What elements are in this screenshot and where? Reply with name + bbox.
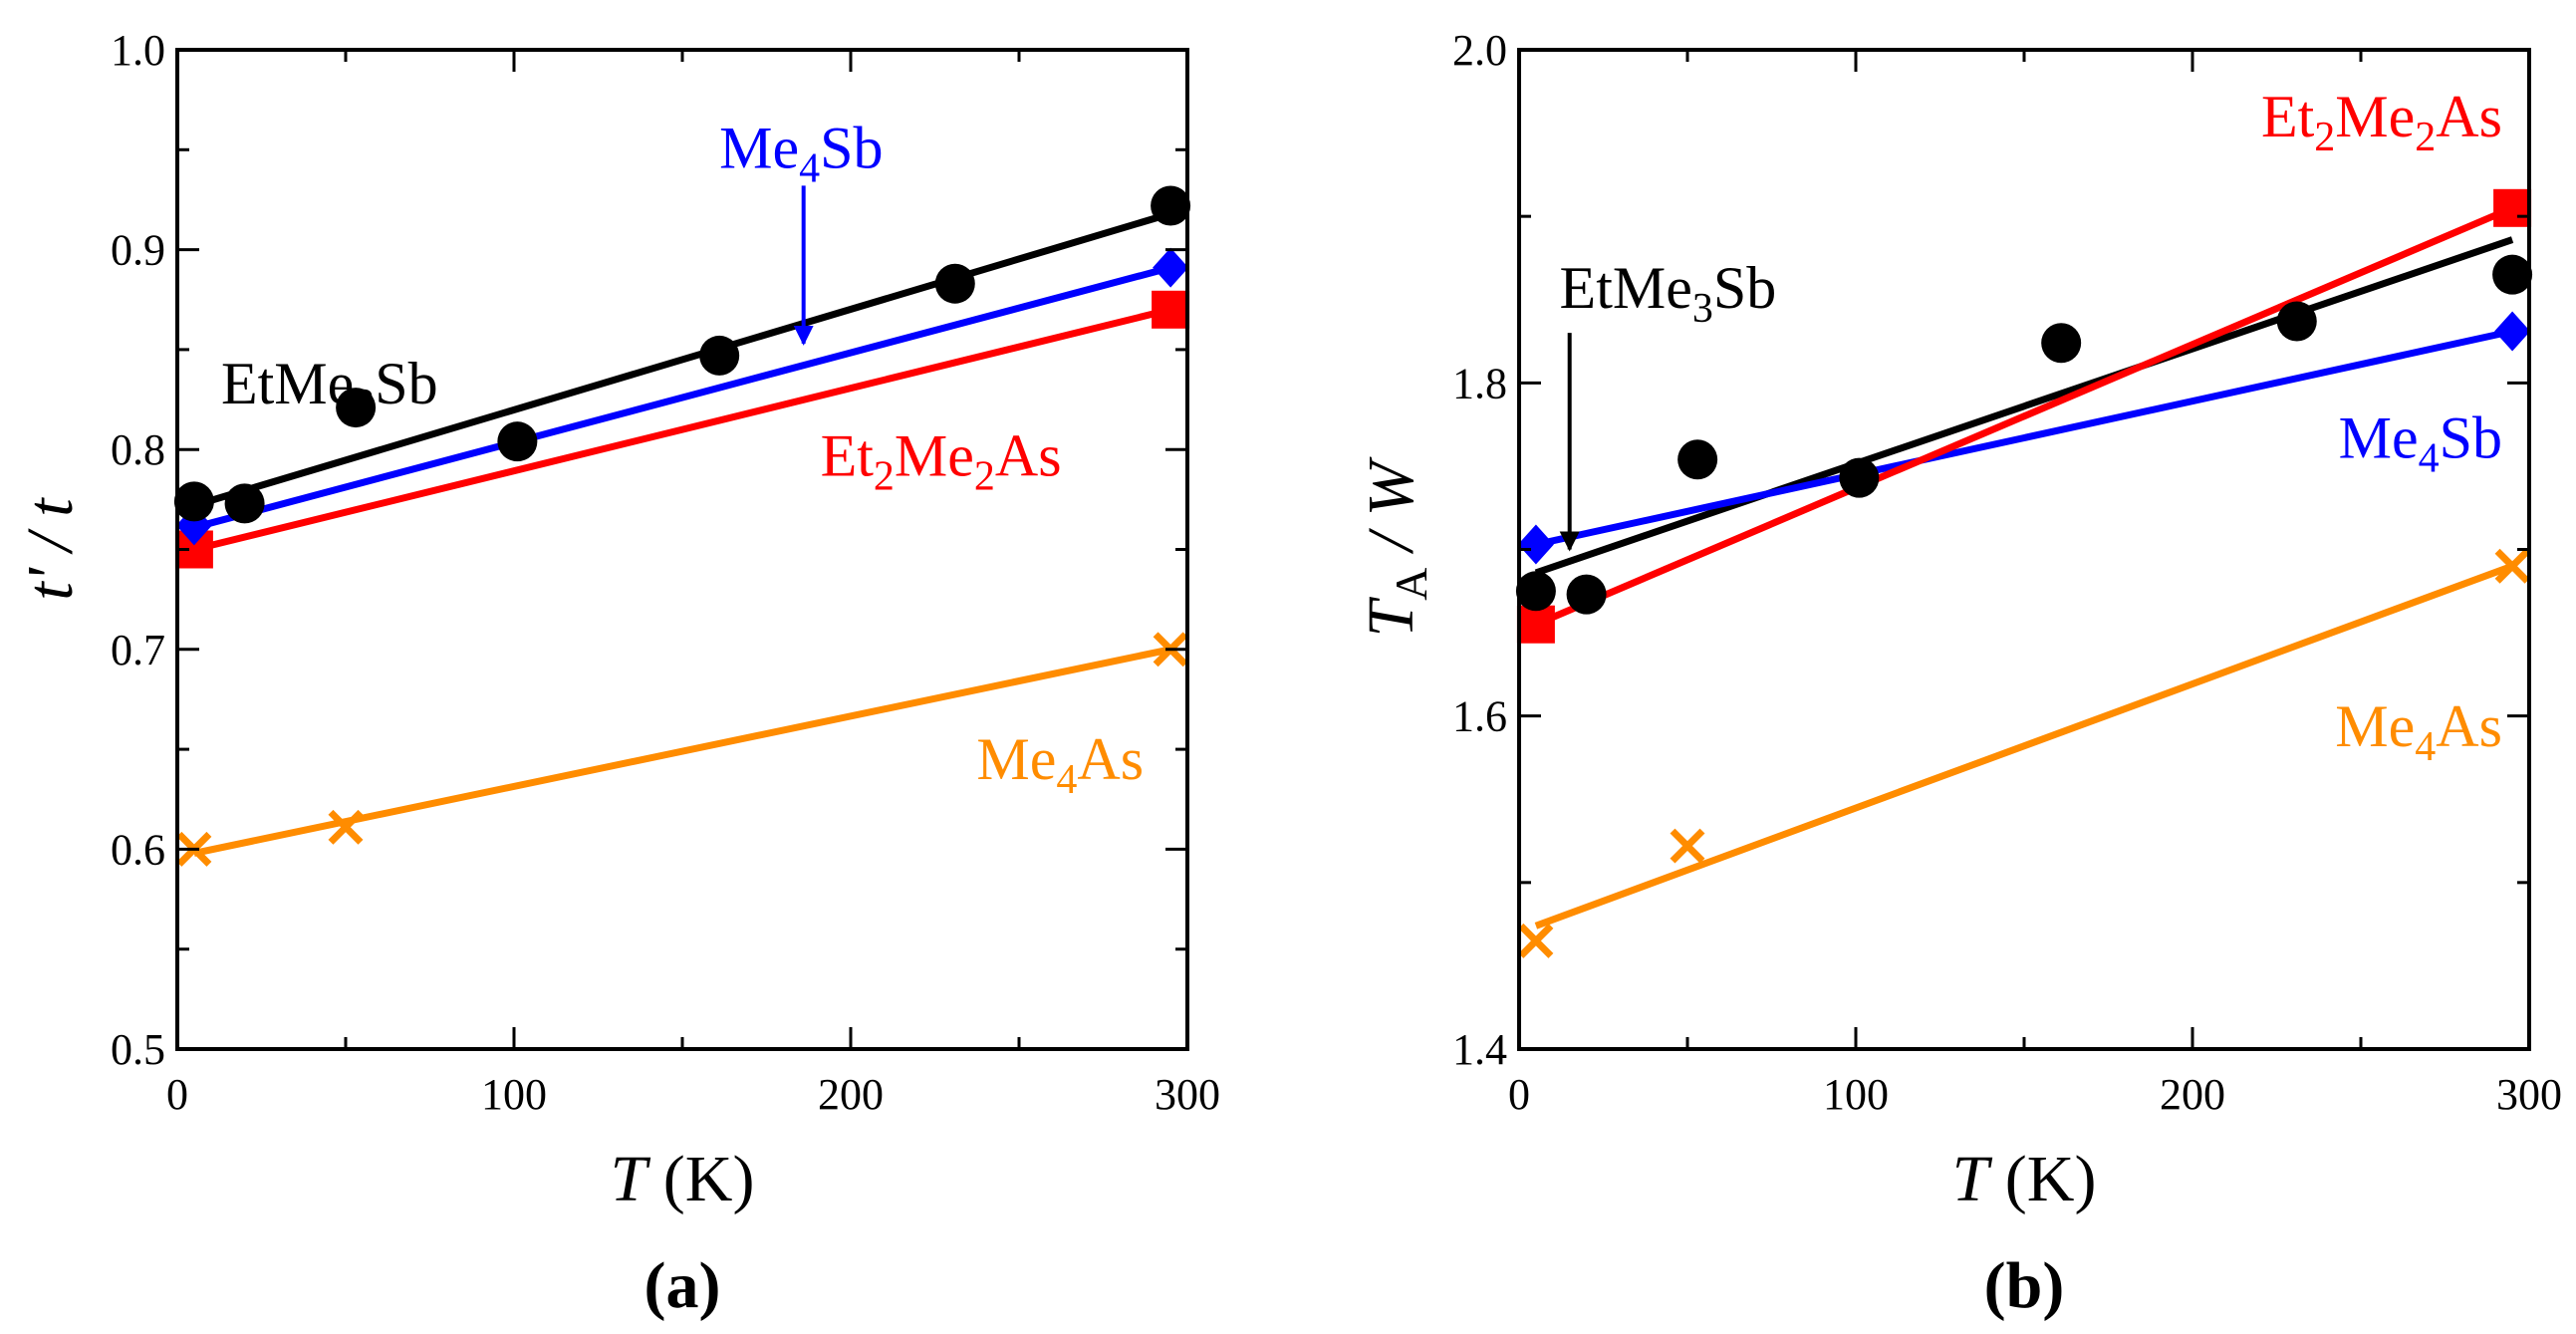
panel-a-chart: EtMe3Sb Me4Sb Et2Me2As Me4As 0 100 200 300 0.5 0…	[14, 26, 1220, 1322]
panel-a-point-etme3sb	[224, 483, 265, 524]
panel-a-fit-line-me4sb	[193, 264, 1171, 531]
panel-a-point-etme3sb	[1151, 185, 1191, 226]
panel-a-y-tick-label: 0.9	[111, 226, 165, 275]
panel-b-point-etme3sb	[1566, 574, 1607, 615]
panel-b-fit-line-me4sb	[1535, 328, 2513, 548]
panel-b-point-et2me2as	[2493, 188, 2532, 227]
panel-a-point-etme3sb	[934, 263, 975, 304]
panel-b-series-label-etme3sb: EtMe3Sb	[1560, 255, 1777, 332]
panel-a-y-tick-label: 1.0	[111, 26, 165, 75]
panel-a-point-me4as	[328, 809, 364, 845]
panel-a-y-tick-label: 0.6	[111, 825, 165, 874]
panel-a-y-axis-label: t' / t	[14, 497, 87, 601]
panel-a-y-tick-label: 0.7	[111, 626, 165, 674]
panel-b-point-etme3sb	[2041, 323, 2082, 364]
panel-b-point-me4sb	[1517, 524, 1554, 565]
panel-b-series-label-et2me2as: Et2Me2As	[2261, 84, 2502, 160]
panel-a-plot-frame	[175, 48, 1189, 1051]
panel-a-point-etme3sb	[497, 421, 538, 462]
panel-a-point-etme3sb	[699, 335, 740, 376]
panel-b-point-et2me2as	[1516, 605, 1555, 644]
panel-b-x-tick-label: 0	[1508, 1070, 1530, 1119]
panel-a-y-tick-label: 0.8	[111, 425, 165, 474]
panel-b-x-tick-label: 300	[2496, 1070, 2562, 1119]
panel-a-point-et2me2as	[1152, 290, 1190, 329]
panel-b-point-etme3sb	[2492, 254, 2533, 295]
panel-b-point-me4sb	[2494, 311, 2531, 352]
panel-a-x-axis-label: T (K)	[611, 1143, 755, 1215]
panel-b-x-axis-label: T (K)	[1952, 1143, 2097, 1215]
panel-b-point-me4as	[1518, 923, 1554, 958]
panel-a-fit-line-et2me2as	[193, 306, 1171, 553]
panel-b-fit-line-etme3sb	[1534, 236, 2514, 577]
panel-b-fit-line-me4as	[1534, 562, 2514, 930]
panel-b-y-tick-label: 1.8	[1452, 359, 1507, 407]
panel-b-point-etme3sb	[2276, 301, 2317, 342]
panel-b-fit-line-et2me2as	[1534, 204, 2514, 628]
panel-a-point-etme3sb	[336, 388, 377, 428]
panel-b-y-tick-label: 1.6	[1452, 692, 1507, 741]
panel-a-x-tick-label: 100	[481, 1070, 547, 1119]
panel-b-series-label-me4as: Me4As	[2335, 693, 2502, 770]
panel-b-x-tick-label: 200	[2160, 1070, 2225, 1119]
panel-b-point-etme3sb	[1515, 571, 1556, 612]
panel-b-point-etme3sb	[1677, 439, 1718, 480]
panel-a-series-label-me4as: Me4As	[976, 726, 1144, 803]
panel-b-x-tick-label: 100	[1823, 1070, 1889, 1119]
panel-b-plot-frame	[1517, 48, 2531, 1051]
panel-b-label: (b)	[1984, 1249, 2065, 1322]
panel-b-y-tick-label: 1.4	[1452, 1025, 1507, 1074]
panel-a-x-tick-label: 300	[1155, 1070, 1220, 1119]
panel-a-y-tick-label: 0.5	[111, 1025, 165, 1074]
panel-b-y-axis-label: TA / W	[1355, 456, 1436, 637]
panel-b-series-label-me4sb: Me4Sb	[2339, 405, 2502, 482]
panel-a-x-tick-label: 0	[166, 1070, 188, 1119]
panel-b-point-me4as	[2494, 548, 2530, 584]
panel-a-label: (a)	[644, 1249, 721, 1322]
panel-a-point-etme3sb	[173, 481, 214, 522]
panel-a-fit-line-etme3sb	[192, 210, 1172, 509]
panel-a-series-label-etme3sb: EtMe3Sb	[221, 351, 438, 427]
panel-a-point-me4sb	[175, 505, 212, 546]
panel-b-point-etme3sb	[1839, 457, 1880, 498]
panel-a-point-me4sb	[1153, 247, 1189, 288]
panel-b-y-tick-label: 2.0	[1452, 26, 1507, 75]
panel-a-series-label-me4sb: Me4Sb	[719, 115, 883, 191]
panel-a-series-label-et2me2as: Et2Me2As	[821, 422, 1062, 499]
panel-a-x-tick-label: 200	[818, 1070, 884, 1119]
panel-b-chart: EtMe3Sb Me4Sb Et2Me2As Me4As 0 100 200 300 1.4 1…	[1355, 26, 2562, 1322]
panel-b-point-me4as	[1670, 828, 1705, 864]
